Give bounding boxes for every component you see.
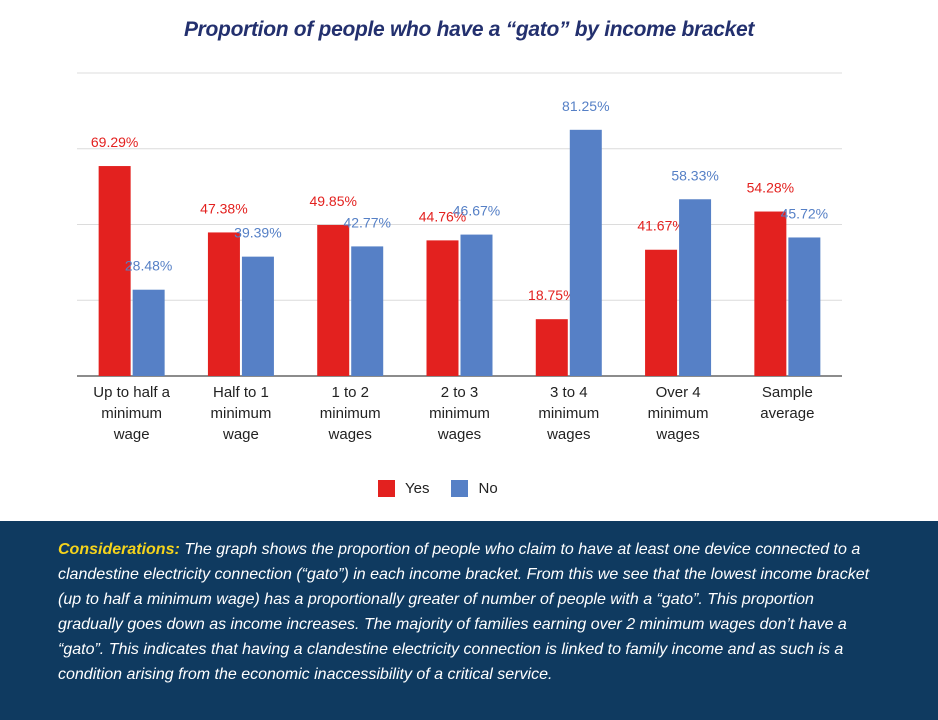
data-label-yes-6: 54.28%: [747, 180, 794, 196]
category-label-4: minimum: [538, 405, 599, 422]
bar-no-4: [569, 129, 602, 376]
bar-no-2: [351, 246, 384, 376]
considerations-text: The graph shows the proportion of people…: [58, 541, 870, 683]
bar-no-3: [460, 234, 493, 376]
category-label-6: average: [760, 405, 814, 422]
category-label-4: 3 to 4: [550, 384, 588, 401]
category-label-1: minimum: [211, 405, 272, 422]
data-label-no-5: 58.33%: [671, 167, 718, 183]
bar-yes-2: [317, 224, 350, 376]
category-label-3: minimum: [429, 405, 490, 422]
category-label-2: minimum: [320, 405, 381, 422]
bar-yes-0: [98, 166, 131, 376]
data-label-no-2: 42.77%: [343, 214, 390, 230]
data-label-yes-5: 41.67%: [637, 218, 684, 234]
data-label-no-1: 39.39%: [234, 225, 281, 241]
data-label-no-6: 45.72%: [781, 205, 828, 221]
bar-yes-3: [426, 240, 459, 376]
bar-yes-5: [645, 249, 678, 376]
legend-label-no: No: [478, 480, 498, 497]
bar-no-0: [132, 289, 165, 376]
data-label-no-3: 46.67%: [453, 203, 500, 219]
category-label-5: wages: [655, 426, 699, 443]
data-label-yes-4: 18.75%: [528, 287, 575, 303]
legend-swatch-yes: [378, 480, 395, 497]
bar-yes-4: [535, 319, 568, 376]
category-label-4: wages: [546, 426, 590, 443]
legend-label-yes: Yes: [405, 480, 430, 497]
legend-item-no: No: [451, 480, 498, 497]
considerations-panel: Considerations: The graph shows the prop…: [0, 521, 938, 720]
bar-yes-6: [754, 211, 787, 376]
considerations-lead: Considerations:: [58, 541, 180, 558]
category-label-1: wage: [222, 426, 259, 443]
category-label-1: Half to 1: [213, 384, 269, 401]
category-label-0: Up to half a: [93, 384, 170, 401]
category-label-6: Sample: [762, 384, 813, 401]
data-label-no-4: 81.25%: [562, 98, 609, 114]
bar-no-1: [241, 256, 274, 376]
category-label-5: minimum: [648, 405, 709, 422]
legend-swatch-no: [451, 480, 469, 497]
chart-title: Proportion of people who have a “gato” b…: [183, 18, 755, 41]
category-label-2: wages: [328, 426, 372, 443]
data-label-yes-2: 49.85%: [309, 193, 356, 209]
category-label-2: 1 to 2: [331, 384, 369, 401]
category-label-3: 2 to 3: [441, 384, 479, 401]
chart-legend: Yes No: [378, 480, 520, 497]
data-label-yes-0: 69.29%: [91, 134, 138, 150]
legend-item-yes: Yes: [378, 480, 429, 497]
data-label-yes-1: 47.38%: [200, 200, 247, 216]
category-label-0: wage: [113, 426, 150, 443]
category-label-5: Over 4: [656, 384, 701, 401]
category-label-0: minimum: [101, 405, 162, 422]
bar-yes-1: [207, 232, 240, 376]
category-label-3: wages: [437, 426, 481, 443]
bar-no-5: [679, 199, 712, 376]
data-label-yes-3: 44.76%: [419, 208, 466, 224]
bar-chart: 69.29% 28.48% Up to half a minimum wage 47.38…: [77, 72, 842, 443]
bar-no-6: [788, 237, 821, 376]
data-label-no-0: 28.48%: [125, 258, 172, 274]
